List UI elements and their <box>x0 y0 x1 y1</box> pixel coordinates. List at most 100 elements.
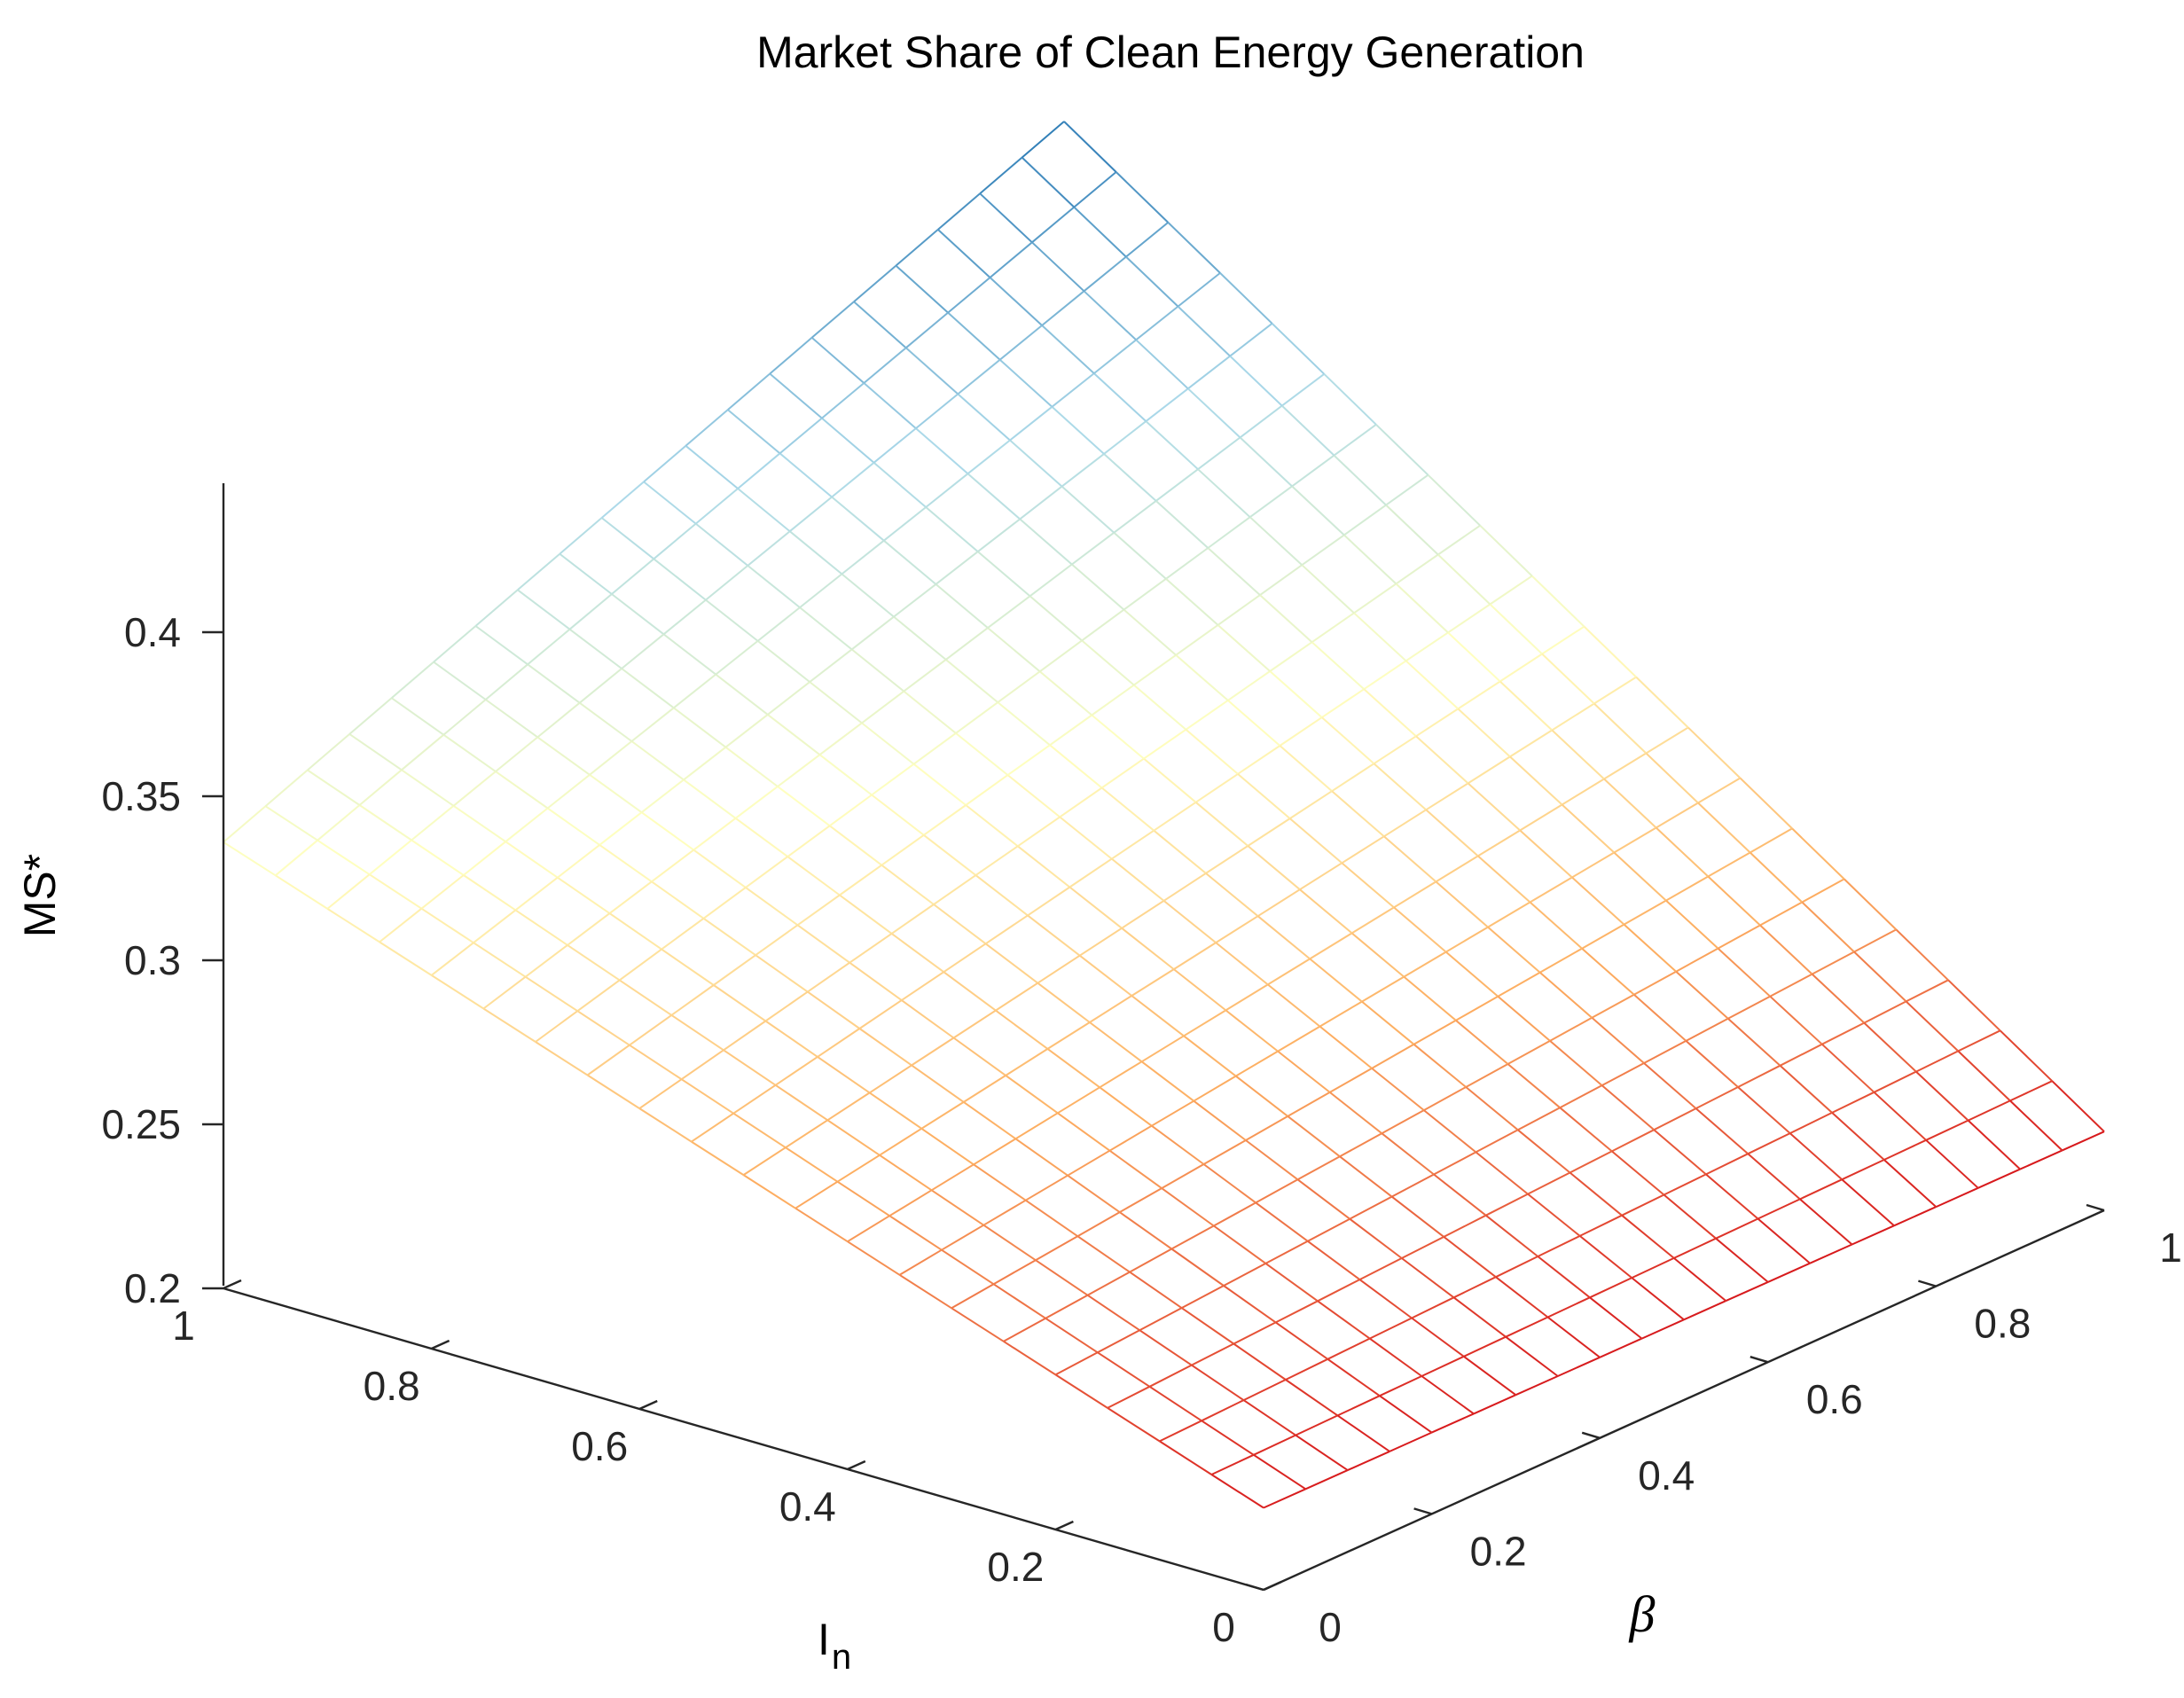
mesh-segment-beta-dir <box>769 337 813 375</box>
mesh-segment-beta-dir <box>2009 1080 2053 1102</box>
mesh-segment-i-dir <box>839 894 893 935</box>
mesh-segment-beta-dir <box>1076 1211 1121 1238</box>
mesh-segment-beta-dir <box>1091 684 1135 716</box>
mesh-segment-beta-dir <box>640 779 685 813</box>
mesh-segment-beta-dir <box>1269 641 1313 672</box>
mesh-segment-i-dir <box>1213 1225 1266 1264</box>
mesh-segment-beta-dir <box>941 1224 984 1251</box>
mesh-segment-beta-dir <box>1253 1434 1296 1456</box>
mesh-segment-i-dir <box>1957 1050 2011 1102</box>
mesh-segment-beta-dir <box>379 907 423 943</box>
mesh-segment-beta-dir <box>1191 1342 1234 1366</box>
mesh-segment-beta-dir <box>275 839 318 877</box>
mesh-segment-i-dir <box>1099 1086 1153 1127</box>
mesh-segment-i-dir <box>1225 1009 1279 1052</box>
y-tick-label: 1 <box>2159 1225 2182 1271</box>
mesh-segment-beta-dir <box>1767 1262 1811 1283</box>
mesh-segment-i-dir <box>1009 439 1063 488</box>
mesh-segment-beta-dir <box>836 1154 881 1183</box>
mesh-segment-i-dir <box>1546 1316 1601 1358</box>
mesh-segment-beta-dir <box>965 774 1009 806</box>
mesh-segment-i-dir <box>1843 878 1898 931</box>
mesh-segment-i-dir <box>1425 809 1479 857</box>
mesh-segment-i-dir <box>685 445 739 489</box>
mesh-segment-beta-dir <box>982 1199 1027 1226</box>
mesh-segment-beta-dir <box>1893 1206 1937 1227</box>
mesh-segment-beta-dir <box>879 1127 922 1156</box>
mesh-segment-i-dir <box>463 874 516 912</box>
mesh-segment-i-dir <box>1561 803 1615 854</box>
mesh-segment-i-dir <box>1031 241 1085 293</box>
mesh-segment-i-dir <box>452 804 506 843</box>
mesh-segment-i-dir <box>1465 1086 1519 1131</box>
mesh-segment-beta-dir <box>785 1119 828 1149</box>
mesh-segment-i-dir <box>923 834 977 876</box>
mesh-segment-i-dir <box>1175 654 1229 701</box>
mesh-segment-i-dir <box>1791 827 1845 880</box>
mesh-segment-beta-dir <box>1685 1017 1729 1042</box>
mesh-segment-beta-dir <box>1453 1276 1497 1299</box>
mesh-segment-beta-dir <box>524 944 568 978</box>
mesh-segment-i-dir <box>1663 1193 1717 1240</box>
mesh-segment-beta-dir <box>1003 1317 1046 1342</box>
mesh-segment-i-dir <box>1633 994 1687 1042</box>
mesh-segment-beta-dir <box>1161 1163 1204 1189</box>
mesh-segment-i-dir <box>920 1127 975 1166</box>
mesh-segment-beta-dir <box>1215 915 1259 943</box>
mesh-segment-i-dir <box>1371 1068 1425 1111</box>
mesh-segment-i-dir <box>1349 1217 1403 1259</box>
mesh-segment-i-dir <box>1267 983 1321 1028</box>
mesh-segment-i-dir <box>1269 670 1323 718</box>
mesh-segment-beta-dir <box>1537 1235 1581 1257</box>
mesh-segment-beta-dir <box>1279 716 1323 747</box>
mesh-segment-i-dir <box>641 811 694 851</box>
mesh-segment-beta-dir <box>1099 1060 1143 1089</box>
mesh-segment-i-dir <box>1029 595 1083 642</box>
x-axis-line <box>223 1287 1264 1592</box>
mesh-segment-beta-dir <box>1267 958 1311 986</box>
mesh-segment-beta-dir <box>1515 1375 1559 1397</box>
mesh-segment-beta-dir <box>1259 564 1303 596</box>
mesh-segment-beta-dir <box>1821 1021 1865 1045</box>
mesh-segment-beta-dir <box>1369 1317 1413 1340</box>
mesh-segment-i-dir <box>1656 826 1709 878</box>
mesh-segment-beta-dir <box>796 894 841 927</box>
mesh-segment-beta-dir <box>702 887 747 919</box>
mesh-segment-i-dir <box>1363 688 1417 738</box>
mesh-segment-i-dir <box>997 701 1051 747</box>
mesh-segment-i-dir <box>1705 1173 1759 1220</box>
mesh-segment-beta-dir <box>1073 171 1117 208</box>
mesh-segment-i-dir <box>1967 1119 2021 1170</box>
mesh-segment-beta-dir <box>1485 1193 1529 1217</box>
mesh-segment-beta-dir <box>1395 553 1439 585</box>
mesh-segment-beta-dir <box>1915 1050 1959 1073</box>
mesh-segment-i-dir <box>1193 1099 1247 1141</box>
mesh-segment-beta-dir <box>1393 880 1436 909</box>
mesh-segment-i-dir <box>1170 1248 1225 1287</box>
mesh-segment-i-dir <box>535 1041 589 1076</box>
x-tick-label: 0.8 <box>364 1363 420 1409</box>
mesh-segment-beta-dir <box>1413 1019 1457 1045</box>
mesh-segment-i-dir <box>1017 845 1071 888</box>
mesh-segment-beta-dir <box>1475 1129 1519 1154</box>
mesh-segment-i-dir <box>1039 670 1092 716</box>
mesh-segment-i-dir <box>1390 1195 1444 1238</box>
mesh-segment-beta-dir <box>1613 826 1657 854</box>
mesh-segment-beta-dir <box>1123 577 1167 611</box>
mesh-segment-beta-dir <box>1129 1248 1172 1273</box>
mesh-segment-beta-dir <box>517 552 560 591</box>
mesh-segment-beta-dir <box>747 530 791 567</box>
x-tick-label: 1 <box>172 1303 195 1349</box>
mesh-segment-i-dir <box>1140 1060 1194 1102</box>
mesh-segment-beta-dir <box>1551 702 1595 732</box>
mesh-segment-i-dir <box>951 1307 1005 1342</box>
mesh-segment-beta-dir <box>1059 786 1103 818</box>
mesh-segment-beta-dir <box>1093 339 1137 374</box>
mesh-segment-beta-dir <box>567 912 611 946</box>
mesh-segment-beta-dir <box>1233 1321 1277 1345</box>
mesh-segment-i-dir <box>1381 1132 1435 1176</box>
mesh-segment-i-dir <box>1051 406 1105 455</box>
mesh-segment-i-dir <box>326 908 380 943</box>
mesh-segment-i-dir <box>1947 979 2001 1032</box>
mesh-segment-i-dir <box>1811 973 1865 1024</box>
